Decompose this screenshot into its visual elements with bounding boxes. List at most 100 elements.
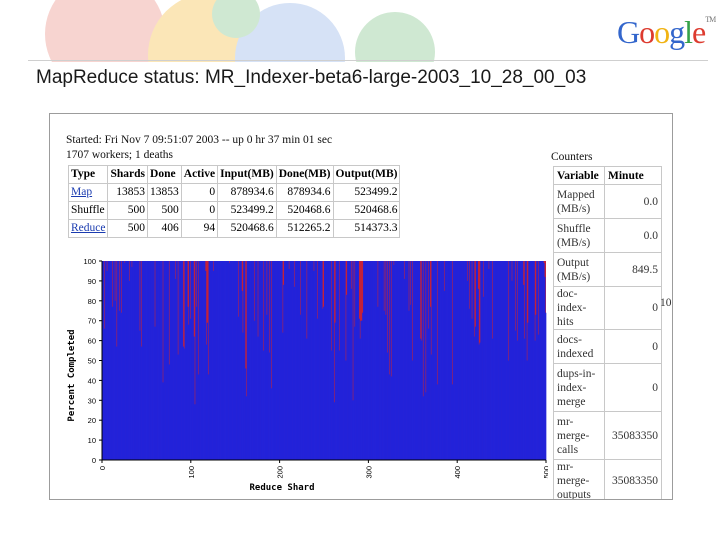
bar	[189, 318, 192, 460]
bar	[340, 261, 343, 460]
google-logo: GoogleTM	[617, 14, 716, 50]
bar	[393, 264, 395, 460]
bar	[487, 261, 489, 460]
bar	[167, 261, 169, 460]
table-cell: 878934.6	[217, 183, 277, 202]
bar	[281, 261, 283, 460]
bar	[282, 332, 284, 460]
y-tick-label: 50	[88, 357, 96, 366]
bar	[450, 261, 452, 460]
bar	[428, 261, 431, 460]
bar	[520, 261, 522, 460]
bar	[398, 261, 400, 460]
bar	[185, 261, 187, 460]
bar	[471, 318, 473, 460]
bar	[123, 261, 125, 460]
bar	[466, 261, 468, 460]
bar	[300, 314, 302, 460]
bar	[161, 261, 163, 460]
bar	[180, 261, 182, 460]
bar	[118, 310, 121, 460]
bar	[170, 261, 172, 460]
bar	[473, 261, 475, 460]
bar	[452, 261, 454, 460]
bar	[197, 261, 199, 460]
bar	[524, 261, 526, 460]
bar	[191, 261, 193, 460]
phase-link[interactable]: Map	[71, 186, 93, 198]
bar	[326, 261, 328, 460]
bar	[346, 294, 348, 460]
bar	[278, 261, 280, 460]
bar	[322, 308, 324, 460]
bar	[378, 261, 380, 460]
phase-link[interactable]: Reduce	[71, 222, 106, 234]
bar	[351, 261, 353, 460]
bar	[367, 261, 369, 460]
bar	[409, 261, 411, 460]
table-row: Mapped (MB/s) 0.0	[553, 184, 662, 219]
bar	[478, 344, 480, 460]
bar	[132, 261, 134, 460]
bar	[256, 261, 258, 460]
page-title: MapReduce status: MR_Indexer-beta6-large…	[36, 67, 587, 88]
bar	[320, 261, 322, 460]
bar	[361, 320, 363, 460]
bar	[306, 338, 308, 460]
bar	[505, 261, 507, 460]
bar	[196, 306, 198, 460]
bar	[228, 262, 231, 460]
column-header: Type	[67, 165, 109, 184]
bar	[424, 261, 426, 460]
phase-type-cell[interactable]: Reduce	[67, 219, 109, 238]
bar	[199, 261, 201, 460]
bar	[402, 261, 404, 460]
bar	[331, 261, 334, 460]
y-tick-label: 0	[92, 456, 96, 465]
bar	[438, 261, 440, 460]
bar	[133, 261, 135, 460]
bar	[272, 261, 274, 460]
bar	[458, 261, 461, 460]
bar	[155, 261, 157, 460]
bar	[122, 261, 124, 460]
bar	[223, 261, 225, 460]
bar	[224, 261, 226, 460]
bar	[529, 261, 531, 460]
bar	[390, 376, 392, 460]
bar	[423, 261, 425, 460]
bar	[252, 261, 255, 460]
x-tick-label: 500	[542, 466, 548, 479]
bar	[348, 261, 351, 460]
table-row: mr-merge-outputs 35083350	[553, 459, 662, 499]
bar	[445, 261, 447, 460]
bar	[420, 340, 423, 460]
bar	[406, 261, 408, 460]
bar	[103, 328, 106, 460]
column-header: Done(MB)	[275, 165, 334, 184]
bar	[200, 261, 202, 460]
bar	[403, 261, 405, 460]
bar	[215, 261, 217, 460]
bar	[292, 261, 295, 460]
bar	[274, 261, 276, 460]
bar	[173, 261, 176, 460]
phase-type-cell[interactable]: Map	[67, 183, 109, 202]
bar	[195, 261, 197, 460]
bar	[144, 261, 146, 460]
y-tick-label: 90	[88, 277, 96, 286]
bar	[141, 346, 143, 460]
bar	[266, 314, 268, 460]
bar	[284, 261, 287, 460]
bar	[228, 261, 230, 460]
table-cell: 520468.6	[275, 201, 334, 220]
bar	[315, 261, 317, 460]
bar	[104, 261, 106, 460]
bar	[189, 261, 191, 460]
bar	[490, 261, 492, 460]
bar	[319, 261, 321, 460]
bar	[259, 261, 261, 460]
counter-value: 0	[604, 286, 662, 330]
bar	[391, 261, 393, 460]
logo-letter: o	[654, 14, 670, 50]
